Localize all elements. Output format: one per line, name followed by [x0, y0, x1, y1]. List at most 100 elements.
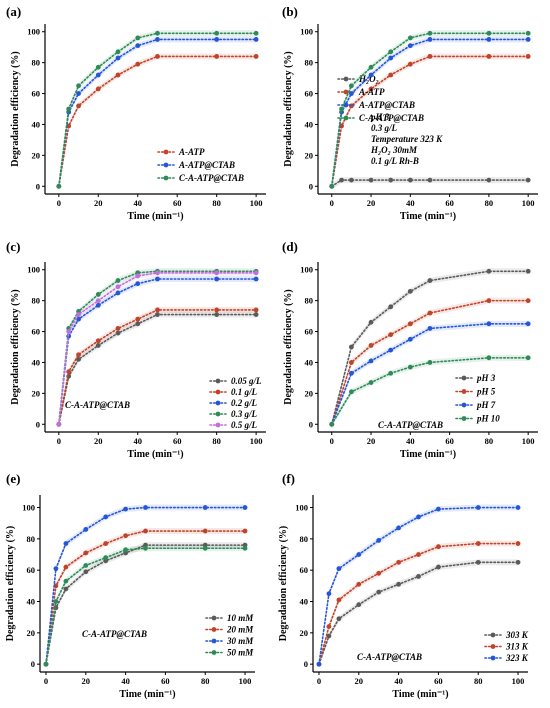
legend-marker [211, 627, 217, 632]
data-point [63, 541, 69, 546]
data-point [376, 589, 382, 595]
data-point [368, 86, 374, 92]
data-point [143, 505, 148, 510]
data-point [316, 661, 322, 667]
legend-marker [163, 149, 169, 155]
data-point [115, 290, 121, 296]
legend-marker [343, 115, 349, 121]
panel-label: (b) [282, 4, 298, 19]
data-point [214, 37, 220, 42]
data-point [242, 545, 248, 551]
legend-label: 20 mM [226, 625, 254, 635]
data-point [253, 307, 259, 313]
data-point [416, 514, 421, 520]
series-band [318, 504, 519, 668]
y-tick-label: 20 [27, 628, 36, 638]
y-tick-label: 60 [32, 327, 41, 337]
data-point [155, 270, 160, 276]
x-tick-label: 20 [82, 676, 91, 686]
panel-label: (c) [6, 239, 20, 254]
data-point [336, 616, 342, 622]
data-point [407, 177, 413, 183]
data-point [135, 321, 141, 327]
data-point [214, 54, 220, 59]
annotation-text: C-A-ATP@CTAB [82, 629, 147, 639]
panel-label: (f) [282, 471, 295, 486]
legend-label: pH 10 [476, 414, 500, 424]
x-tick-label: 40 [121, 676, 130, 686]
data-point [95, 86, 101, 92]
data-point [56, 183, 62, 189]
series-line [330, 323, 529, 426]
x-tick-label: 60 [173, 436, 182, 446]
data-point [95, 302, 101, 308]
data-point [515, 559, 521, 565]
legend-marker [461, 416, 467, 421]
legend-label: 303 K [505, 630, 529, 640]
legend-label: C-A-ATP@CTAB [179, 173, 244, 183]
x-tick-label: 100 [512, 676, 525, 686]
y-tick-label: 0 [36, 419, 40, 429]
y-axis-title: Degradation efficiency (%) [278, 526, 289, 642]
x-tick-label: 40 [394, 676, 403, 686]
data-point [376, 570, 382, 576]
data-point [155, 37, 160, 42]
legend-marker [215, 389, 221, 395]
annotation-text: H₂O₂ 30mM [370, 145, 418, 155]
legend-label: 0.2 g/L [231, 398, 258, 408]
y-tick-label: 80 [27, 534, 36, 544]
legend-marker [211, 638, 217, 644]
data-point [348, 389, 354, 395]
y-tick-label: 0 [36, 181, 40, 191]
legend-label: 30 mM [226, 636, 254, 646]
y-tick-label: 80 [32, 296, 41, 306]
panel-f: (f) 0 20 40 60 80 100 0 20 40 60 80 100 Time (min⁻¹) D… [278, 471, 529, 700]
data-point [214, 312, 220, 317]
data-point [427, 37, 433, 42]
data-point [388, 177, 394, 183]
legend-label: 0.3 g/L [231, 409, 258, 419]
data-point [407, 321, 413, 327]
data-point [486, 177, 492, 183]
data-point [407, 364, 413, 370]
data-point [336, 597, 342, 603]
x-tick-label: 0 [57, 436, 61, 446]
x-axis-title: Time (min⁻¹) [127, 449, 183, 460]
data-point [407, 336, 413, 342]
data-point [368, 64, 374, 70]
x-tick-label: 60 [434, 676, 443, 686]
y-tick-label: 60 [305, 89, 314, 99]
data-point [486, 298, 492, 304]
x-tick-label: 100 [522, 436, 535, 446]
data-point [376, 538, 382, 543]
data-point [427, 326, 433, 331]
y-tick-label: 0 [309, 419, 313, 429]
x-tick-label: 60 [173, 198, 182, 208]
data-point [253, 276, 259, 282]
x-tick-label: 60 [161, 676, 170, 686]
y-tick-label: 100 [22, 503, 35, 513]
x-axis-title: Time (min⁻¹) [119, 689, 175, 700]
data-point [525, 298, 531, 304]
legend-marker [211, 650, 217, 655]
data-point [214, 270, 220, 276]
data-point [427, 360, 433, 365]
data-point [103, 541, 109, 546]
data-point [407, 43, 413, 49]
x-tick-label: 80 [212, 198, 221, 208]
legend-marker [215, 422, 221, 428]
data-point [368, 380, 374, 385]
y-tick-label: 40 [27, 597, 36, 607]
data-point [486, 54, 492, 59]
data-point [326, 591, 332, 597]
x-tick-label: 0 [57, 198, 61, 208]
data-point [115, 330, 121, 336]
y-tick-label: 100 [300, 27, 313, 37]
data-point [95, 64, 101, 70]
data-point [525, 177, 531, 183]
legend-label: H₂O₂ [358, 74, 379, 84]
x-tick-label: 20 [367, 198, 376, 208]
y-tick-label: 100 [300, 265, 313, 275]
series-line [330, 299, 529, 426]
